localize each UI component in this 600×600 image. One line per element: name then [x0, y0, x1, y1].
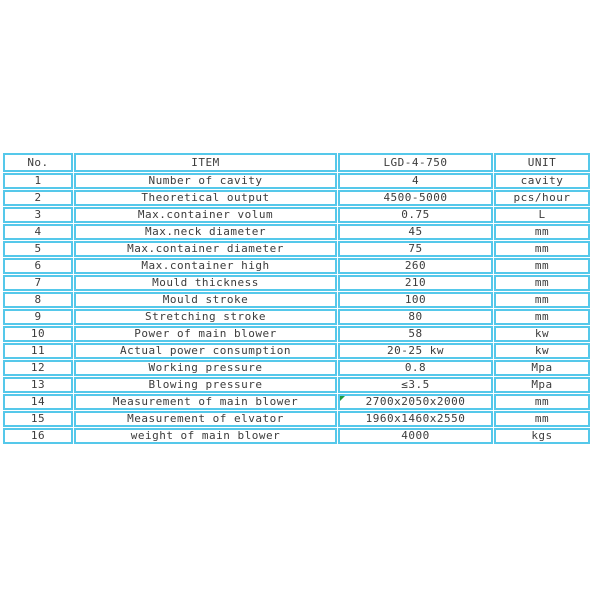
- column-header-unit: UNIT: [494, 153, 590, 172]
- cell-value: 75: [338, 241, 493, 257]
- cell-item: Stretching stroke: [74, 309, 337, 325]
- cell-no: 5: [3, 241, 73, 257]
- cell-no: 3: [3, 207, 73, 223]
- table-row: 15 Measurement of elvator 1960x1460x2550 mm: [3, 411, 590, 427]
- cell-item: Max.container volum: [74, 207, 337, 223]
- table-row: 9 Stretching stroke 80 mm: [3, 309, 590, 325]
- cell-item: Max.container diameter: [74, 241, 337, 257]
- cell-item: Working pressure: [74, 360, 337, 376]
- cell-no: 6: [3, 258, 73, 274]
- cell-value: 0.8: [338, 360, 493, 376]
- cell-value: 4500-5000: [338, 190, 493, 206]
- table-row: 12 Working pressure 0.8 Mpa: [3, 360, 590, 376]
- cell-value: 80: [338, 309, 493, 325]
- table-row: 16 weight of main blower 4000 kgs: [3, 428, 590, 444]
- table-row: 4 Max.neck diameter 45 mm: [3, 224, 590, 240]
- table-row: 1 Number of cavity 4 cavity: [3, 173, 590, 189]
- cell-value: 20-25 kw: [338, 343, 493, 359]
- table-row: 13 Blowing pressure ≤3.5 Mpa: [3, 377, 590, 393]
- cell-item: Power of main blower: [74, 326, 337, 342]
- cell-unit: mm: [494, 224, 590, 240]
- table-row: 2 Theoretical output 4500-5000 pcs/hour: [3, 190, 590, 206]
- cell-item: Max.neck diameter: [74, 224, 337, 240]
- cell-item: Measurement of main blower: [74, 394, 337, 410]
- cell-item: weight of main blower: [74, 428, 337, 444]
- spec-table: No. ITEM LGD-4-750 UNIT 1 Number of cavit…: [2, 152, 591, 445]
- table-row: 6 Max.container high 260 mm: [3, 258, 590, 274]
- cell-no: 1: [3, 173, 73, 189]
- cell-value: 2700x2050x2000: [338, 394, 493, 410]
- cell-unit: Mpa: [494, 360, 590, 376]
- cell-unit: mm: [494, 394, 590, 410]
- cell-no: 4: [3, 224, 73, 240]
- cell-unit: Mpa: [494, 377, 590, 393]
- cell-item: Blowing pressure: [74, 377, 337, 393]
- table-row: 11 Actual power consumption 20-25 kw kw: [3, 343, 590, 359]
- cell-no: 16: [3, 428, 73, 444]
- cell-no: 14: [3, 394, 73, 410]
- column-header-item: ITEM: [74, 153, 337, 172]
- cell-value: 4: [338, 173, 493, 189]
- cell-value: 45: [338, 224, 493, 240]
- comment-marker-icon: [340, 396, 345, 401]
- cell-unit: cavity: [494, 173, 590, 189]
- cell-value: 58: [338, 326, 493, 342]
- cell-unit: pcs/hour: [494, 190, 590, 206]
- cell-value: 100: [338, 292, 493, 308]
- cell-unit: mm: [494, 411, 590, 427]
- cell-item: Mould stroke: [74, 292, 337, 308]
- cell-no: 11: [3, 343, 73, 359]
- cell-value: 260: [338, 258, 493, 274]
- cell-item: Theoretical output: [74, 190, 337, 206]
- cell-no: 7: [3, 275, 73, 291]
- spec-table-body: 1 Number of cavity 4 cavity 2 Theoretical out…: [3, 173, 590, 444]
- column-header-model: LGD-4-750: [338, 153, 493, 172]
- cell-value: 4000: [338, 428, 493, 444]
- cell-unit: mm: [494, 292, 590, 308]
- cell-unit: mm: [494, 275, 590, 291]
- cell-unit: kgs: [494, 428, 590, 444]
- table-row: 10 Power of main blower 58 kw: [3, 326, 590, 342]
- cell-item: Actual power consumption: [74, 343, 337, 359]
- table-row: 3 Max.container volum 0.75 L: [3, 207, 590, 223]
- column-header-no: No.: [3, 153, 73, 172]
- table-row: 7 Mould thickness 210 mm: [3, 275, 590, 291]
- cell-value: 0.75: [338, 207, 493, 223]
- cell-unit: kw: [494, 326, 590, 342]
- cell-value: 1960x1460x2550: [338, 411, 493, 427]
- cell-no: 10: [3, 326, 73, 342]
- cell-unit: kw: [494, 343, 590, 359]
- cell-item: Max.container high: [74, 258, 337, 274]
- cell-unit: mm: [494, 309, 590, 325]
- cell-value: 210: [338, 275, 493, 291]
- header-row: No. ITEM LGD-4-750 UNIT: [3, 153, 590, 172]
- cell-no: 15: [3, 411, 73, 427]
- cell-value: ≤3.5: [338, 377, 493, 393]
- cell-unit: mm: [494, 258, 590, 274]
- table-row: 8 Mould stroke 100 mm: [3, 292, 590, 308]
- spec-table-container: No. ITEM LGD-4-750 UNIT 1 Number of cavit…: [2, 152, 591, 445]
- table-row: 5 Max.container diameter 75 mm: [3, 241, 590, 257]
- cell-no: 2: [3, 190, 73, 206]
- cell-item: Mould thickness: [74, 275, 337, 291]
- cell-unit: mm: [494, 241, 590, 257]
- cell-unit: L: [494, 207, 590, 223]
- table-row: 14 Measurement of main blower 2700x2050x20…: [3, 394, 590, 410]
- cell-item: Measurement of elvator: [74, 411, 337, 427]
- cell-no: 8: [3, 292, 73, 308]
- cell-item: Number of cavity: [74, 173, 337, 189]
- cell-no: 12: [3, 360, 73, 376]
- cell-no: 13: [3, 377, 73, 393]
- cell-no: 9: [3, 309, 73, 325]
